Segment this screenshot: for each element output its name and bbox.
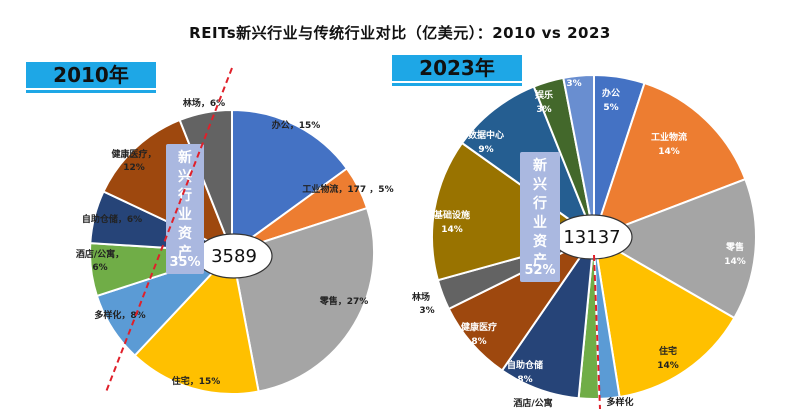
slice-label: 林场 xyxy=(412,291,430,303)
slice-label: 12% xyxy=(123,163,145,173)
slice-label: 14% xyxy=(657,361,679,371)
slice-label: 办公 xyxy=(602,87,620,99)
year-tag-2010: 2010年 xyxy=(26,62,156,93)
slice-label: 基础设施 xyxy=(433,209,470,221)
slice-label: 8% xyxy=(517,375,532,385)
slice-label: 专业化 xyxy=(560,63,587,75)
slice-label: 娱乐 xyxy=(535,89,553,101)
year-tag-underline xyxy=(392,83,522,86)
total-value-2023: 13137 xyxy=(563,227,620,248)
slice-label: 零售，27% xyxy=(319,295,369,307)
year-tag-underline xyxy=(26,90,156,93)
slice-label: 数据中心 xyxy=(468,129,504,141)
total-value-2010: 3589 xyxy=(211,246,257,267)
emerging-box-2010 xyxy=(166,144,204,274)
pie-slice xyxy=(592,235,736,399)
emerging-label-char: 新 xyxy=(178,149,192,166)
slice-label: 酒店/公寓 xyxy=(513,397,552,409)
slice-label: 自助仓储，6% xyxy=(82,213,142,225)
emerging-share: 52% xyxy=(524,263,555,278)
emerging-label-char: 产 xyxy=(178,244,192,261)
emerging-label-char: 产 xyxy=(533,252,547,269)
pie-slice xyxy=(562,73,595,238)
slice-label: 14% xyxy=(441,225,463,235)
slice-label: 8% xyxy=(471,337,486,347)
slice-label: 6% xyxy=(92,263,107,273)
year-tag-2023-label: 2023年 xyxy=(419,56,495,80)
page-title: REITs新兴行业与传统行业对比（亿美元）：2010 vs 2023 xyxy=(189,24,611,42)
slice-label: 14% xyxy=(724,257,746,267)
slice-label: 住宅，15% xyxy=(172,375,221,387)
emerging-label-char: 兴 xyxy=(178,168,192,185)
emerging-share: 35% xyxy=(169,255,200,270)
divider-line-2023 xyxy=(593,254,601,409)
slice-label: 工业物流 xyxy=(651,131,687,143)
slice-label: 3% xyxy=(566,79,581,89)
slice-label: 3% xyxy=(419,306,434,316)
pie-slice xyxy=(592,81,747,239)
slice-label: 健康医疗 xyxy=(461,321,497,333)
slice-label: 14% xyxy=(658,147,680,157)
slice-label: 自助仓储 xyxy=(507,359,543,371)
year-tag-2023: 2023年 xyxy=(392,55,522,86)
slice-label: 林场，6% xyxy=(183,97,225,109)
slice-label: 工业物流，177 ，5% xyxy=(302,183,393,195)
slice-label: 办公，15% xyxy=(272,119,321,131)
slice-label: 酒店/公寓， xyxy=(76,248,124,260)
divider-line-2010 xyxy=(105,67,233,393)
emerging-label-char: 兴 xyxy=(533,176,547,193)
emerging-label-char: 资 xyxy=(178,225,192,242)
emerging-label-char: 业 xyxy=(178,207,192,223)
slice-label: 5% xyxy=(603,103,618,113)
emerging-label-char: 业 xyxy=(533,215,547,231)
emerging-label-char: 新 xyxy=(533,157,547,174)
emerging-label-char: 资 xyxy=(533,233,547,250)
pie-slice xyxy=(133,249,260,395)
slice-label: 多样化，8% xyxy=(94,309,145,321)
pie-slice xyxy=(591,177,757,320)
emerging-label-char: 行 xyxy=(532,195,547,212)
slice-label: 多样化 xyxy=(606,396,633,408)
emerging-box-2023 xyxy=(520,152,560,282)
year-tag-2010-label: 2010年 xyxy=(53,63,129,87)
slice-label: 9% xyxy=(478,145,493,155)
slice-label: 零售 xyxy=(725,241,744,253)
slice-label: 住宅 xyxy=(659,345,677,357)
pie-slice xyxy=(231,108,349,254)
slice-label: 3% xyxy=(536,105,551,115)
slice-label: 健康医疗， xyxy=(111,148,156,160)
